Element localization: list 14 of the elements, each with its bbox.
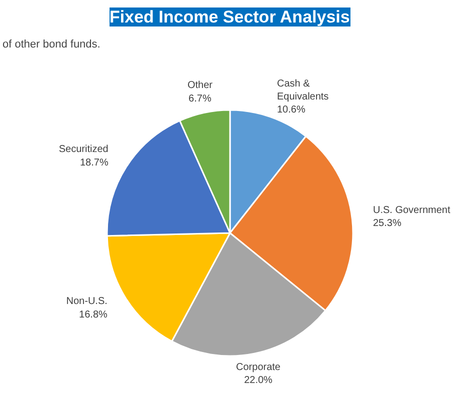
data-label: 18.7% [80, 157, 108, 168]
slice-label: U.S. Government [372, 204, 450, 216]
slice-label: Corporate [236, 362, 281, 373]
data-label: 22.0% [244, 375, 273, 386]
data-label: 10.6% [276, 104, 306, 116]
slice-label: Other [187, 80, 214, 92]
data-label: 16.8% [79, 309, 108, 320]
data-label: 25.3% [372, 218, 402, 230]
chart-title: Fixed Income Sector Analysis [110, 8, 350, 26]
slice-label: Securitized [58, 144, 108, 156]
slice-label: Cash & Equivalents [276, 78, 329, 103]
text: of other bond funds. [2, 38, 100, 50]
slice-label: Non-U.S. [66, 296, 108, 308]
data-label: 6.7% [188, 93, 212, 104]
